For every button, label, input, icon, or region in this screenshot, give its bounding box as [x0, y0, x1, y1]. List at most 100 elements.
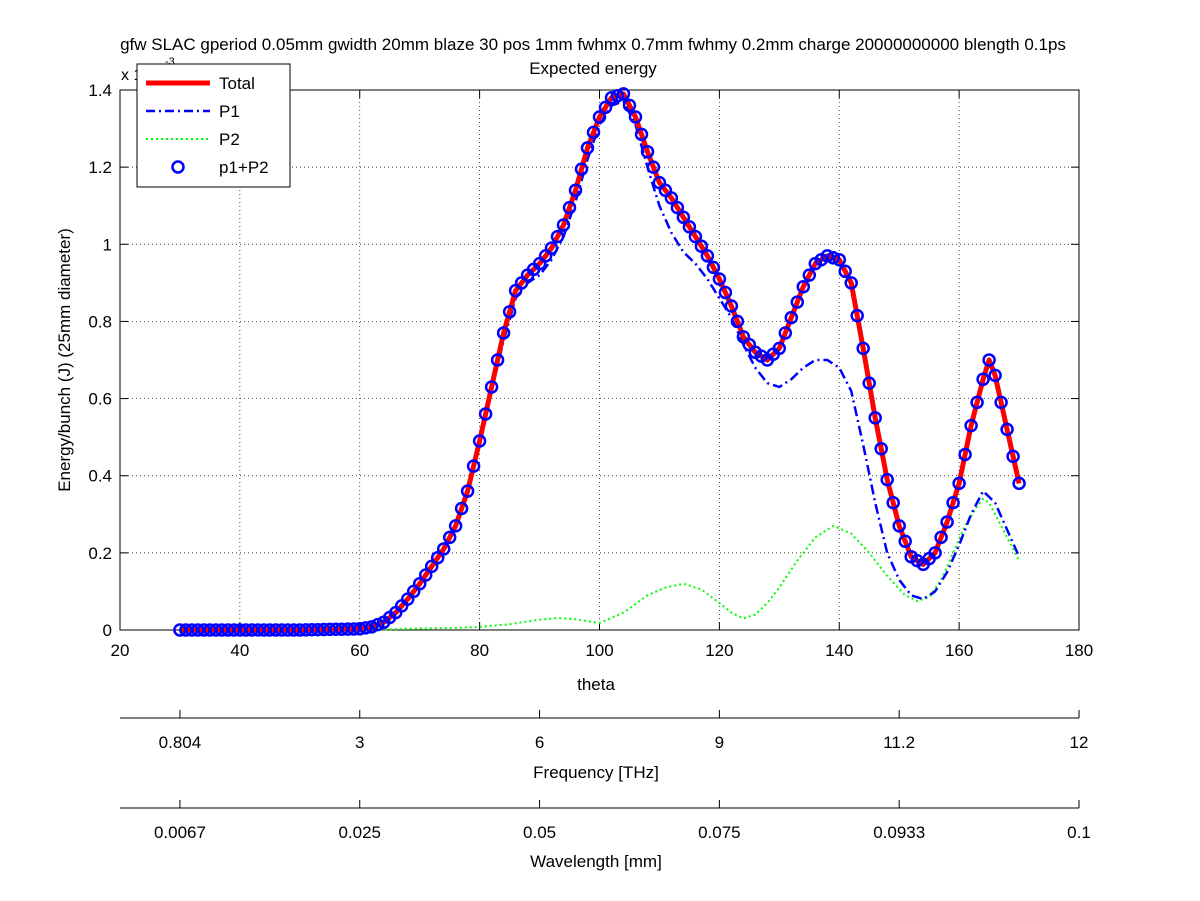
y-tick-label: 1 — [103, 235, 112, 254]
x-axis-label: theta — [577, 675, 615, 694]
y-tick-label: 1.2 — [88, 158, 112, 177]
marker-p1p2 — [490, 353, 505, 367]
marker-p1p2 — [886, 495, 900, 510]
series-layer — [173, 87, 1026, 637]
marker-p1p2 — [502, 305, 517, 319]
series-markers-p1p2 — [173, 87, 1026, 637]
frequency-axis-label: Frequency [THz] — [533, 763, 659, 782]
frequency-axis-tick-label: 6 — [535, 733, 544, 752]
marker-p1p2 — [442, 530, 457, 545]
marker-p1p2 — [790, 295, 805, 309]
marker-p1p2 — [1006, 449, 1020, 464]
marker-p1p2 — [982, 353, 996, 367]
x-tick-label: 80 — [470, 641, 489, 660]
marker-p1p2 — [412, 576, 427, 591]
marker-p1p2 — [640, 144, 655, 159]
y-axis-label: Energy/bunch (J) (25mm diameter) — [55, 228, 74, 492]
legend-label-total: Total — [219, 74, 255, 93]
marker-p1p2 — [988, 368, 1002, 383]
y-tick-label: 1.4 — [88, 81, 112, 100]
marker-p1p2 — [928, 546, 942, 560]
frequency-axis-tick-label: 9 — [715, 733, 724, 752]
marker-p1p2 — [934, 530, 948, 545]
marker-p1p2 — [448, 519, 463, 533]
marker-p1p2 — [646, 160, 661, 174]
marker-p1p2 — [946, 495, 960, 510]
y-tick-label: 0.2 — [88, 544, 112, 563]
marker-p1p2 — [772, 341, 787, 356]
frequency-axis-tick-label: 3 — [355, 733, 364, 752]
y-tick-label: 0.6 — [88, 390, 112, 409]
marker-p1p2 — [610, 89, 625, 103]
wavelength-axis-tick-label: 0.0933 — [873, 823, 925, 842]
marker-p1p2 — [682, 220, 697, 234]
y-tick-label: 0 — [103, 621, 112, 640]
marker-p1p2 — [484, 380, 499, 394]
legend-swatch-p1p2 — [171, 160, 185, 174]
frequency-axis-tick-label: 12 — [1070, 733, 1089, 752]
marker-p1p2 — [778, 326, 793, 340]
marker-p1p2 — [1000, 422, 1014, 437]
marker-p1p2 — [496, 326, 511, 340]
marker-p1p2 — [874, 441, 888, 456]
marker-p1p2 — [664, 191, 679, 205]
marker-p1p2 — [838, 264, 852, 279]
marker-p1p2 — [802, 268, 817, 282]
marker-p1p2 — [622, 98, 637, 113]
marker-p1p2 — [1012, 476, 1026, 491]
wavelength-axis-tick-label: 0.025 — [338, 823, 381, 842]
wavelength-axis-tick-label: 0.0067 — [154, 823, 206, 842]
marker-p1p2 — [430, 550, 445, 565]
frequency-axis-tick-label: 0.804 — [159, 733, 202, 752]
legend-label-p2: P2 — [219, 130, 240, 149]
chart-subtitle: Expected energy — [529, 59, 657, 78]
marker-p1p2 — [892, 519, 906, 533]
marker-p1p2 — [700, 249, 715, 263]
marker-p1p2 — [370, 617, 385, 632]
axis-ticks: 20 40 60 80 100 120 140 160 180 0 0.2 0.4 0.6 0.8 1 1.2… — [88, 81, 1093, 660]
marker-p1p2 — [856, 341, 870, 356]
marker-p1p2 — [556, 218, 571, 232]
marker-p1p2 — [940, 515, 954, 529]
marker-p1p2 — [796, 279, 811, 294]
marker-p1p2 — [460, 484, 475, 498]
marker-p1p2 — [424, 559, 439, 574]
marker-p1p2 — [574, 162, 589, 176]
marker-p1p2 — [598, 100, 613, 115]
wavelength-axis-tick-label: 0.05 — [523, 823, 556, 842]
legend-label-p1p2: p1+P2 — [219, 158, 269, 177]
marker-p1p2 — [718, 285, 733, 300]
marker-p1p2 — [970, 395, 984, 410]
legend: Total P1 P2 p1+P2 — [136, 63, 291, 188]
frequency-axis-tick-label: 11.2 — [883, 733, 915, 752]
marker-p1p2 — [694, 239, 709, 253]
marker-p1p2 — [820, 249, 835, 263]
marker-p1p2 — [832, 252, 847, 267]
marker-p1p2 — [994, 395, 1008, 410]
marker-p1p2 — [586, 125, 601, 140]
marker-p1p2 — [688, 229, 703, 244]
y-tick-label: 0.8 — [88, 312, 112, 331]
marker-p1p2 — [976, 372, 990, 387]
marker-p1p2 — [862, 376, 876, 390]
marker-p1p2 — [604, 90, 619, 105]
x-tick-label: 60 — [350, 641, 369, 660]
marker-p1p2 — [358, 621, 373, 635]
series-line-p2 — [359, 497, 1020, 631]
marker-p1p2 — [592, 110, 607, 124]
marker-p1p2 — [466, 459, 481, 473]
marker-p1p2 — [964, 418, 978, 433]
wavelength-axis-label: Wavelength [mm] — [530, 852, 662, 871]
marker-p1p2 — [724, 299, 739, 313]
marker-p1p2 — [712, 272, 727, 286]
chart-title: gfw SLAC gperiod 0.05mm gwidth 20mm blaz… — [120, 35, 1066, 54]
marker-p1p2 — [826, 251, 841, 265]
marker-p1p2 — [364, 620, 379, 634]
marker-p1p2 — [676, 210, 691, 225]
marker-p1p2 — [844, 276, 858, 290]
wavelength-axis: 0.0067 0.025 0.05 0.075 0.0933 0.1 — [120, 800, 1091, 842]
marker-p1p2 — [634, 127, 649, 142]
series-line-total — [179, 91, 1022, 633]
marker-p1p2 — [730, 314, 745, 329]
legend-label-p1: P1 — [219, 102, 240, 121]
